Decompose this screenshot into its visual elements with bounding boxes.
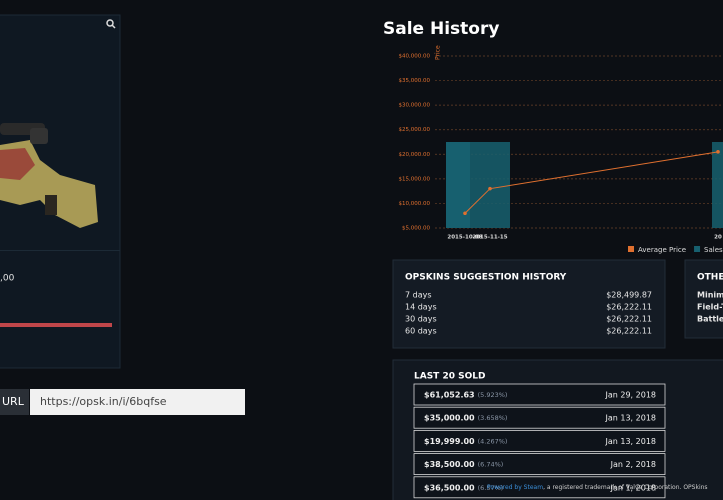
last-sold-title: LAST 20 SOLD [414, 372, 485, 382]
y-tick-label: $30,000.00 [399, 103, 431, 109]
sold-date: Jan 13, 2018 [605, 414, 657, 423]
footer-text: , a registered trademark of Valve Corpor… [543, 484, 707, 491]
other-rows: Minima Field-T Battle-S [697, 291, 723, 324]
suggestion-price: $26,222.11 [606, 327, 652, 336]
sold-date: Jan 13, 2018 [605, 437, 657, 446]
y-tick-label: $40,000.00 [399, 54, 431, 60]
footer-link[interactable]: Powered by Steam [487, 484, 543, 491]
y-tick-label: $15,000.00 [399, 176, 431, 182]
url-text: https://opsk.in/i/6bqfse [40, 395, 167, 408]
sold-price: $19,999.00 [424, 437, 475, 446]
y-axis-label: Price [435, 45, 442, 60]
sold-price: $35,000.00 [424, 414, 475, 423]
suggestion-period: 60 days [405, 327, 437, 336]
other-title: OTHER [697, 273, 723, 283]
sales-bar [446, 142, 470, 228]
url-input[interactable] [30, 389, 245, 415]
sold-price: $61,052.63 [424, 391, 475, 400]
y-tick-label: $10,000.00 [399, 201, 431, 207]
x-tick-label: 2015-10-08 [447, 235, 482, 241]
y-tick-label: $35,000.00 [399, 78, 431, 84]
suggestion-period: 7 days [405, 291, 432, 300]
other-wear: Battle-S [697, 315, 723, 324]
suggestion-title: OPSKINS SUGGESTION HISTORY [405, 273, 567, 283]
price-point [716, 150, 720, 154]
other-panel [684, 259, 723, 339]
sold-date: Jan 2, 2018 [610, 460, 656, 469]
y-tick-label: $5,000.00 [402, 226, 430, 232]
legend-label: Average Price [638, 246, 686, 254]
suggestion-panel [392, 259, 666, 349]
sold-row [413, 453, 666, 476]
chart: $5,000.00 $10,000.00 $15,000.00 $20,000.00 $… [399, 54, 723, 254]
y-tick-label: $25,000.00 [399, 127, 431, 133]
sold-date: Jan 1, 2018 [610, 483, 656, 492]
wear-bar [0, 323, 112, 327]
sold-pct: (6.74%) [478, 461, 504, 469]
item-image [0, 123, 98, 228]
price-point [488, 186, 492, 191]
suggestion-period: 14 days [405, 303, 437, 312]
x-tick-label: 20 [714, 235, 722, 241]
legend-swatch [694, 246, 701, 252]
other-wear: Minima [697, 291, 723, 300]
suggestion-rows: 7 days $28,499.87 14 days $26,222.11 30 days… [405, 291, 652, 336]
x-tick-label: 2015-11-15 [472, 235, 507, 241]
url-label-box [0, 389, 29, 415]
suggestion-price: $26,222.11 [606, 315, 652, 324]
suggestion-price: $28,499.87 [606, 291, 652, 300]
sold-row [413, 476, 666, 499]
url-label: URL [2, 395, 25, 408]
price-point [463, 211, 467, 216]
sold-date: Jan 29, 2018 [605, 391, 657, 400]
suggestion-period: 30 days [405, 315, 437, 324]
sold-row [413, 383, 666, 406]
suggestion-price: $26,222.11 [606, 303, 652, 312]
sold-pct: (3.658%) [478, 414, 508, 422]
sold-pct: (5.923%) [478, 391, 508, 399]
legend-label: Sales [704, 246, 723, 254]
other-wear: Field-T [697, 303, 723, 312]
chart-title: Sale History [383, 19, 499, 39]
y-tick-label: $20,000.00 [399, 152, 431, 158]
search-icon[interactable] [106, 19, 116, 29]
sold-pct: (6.57%) [478, 484, 504, 492]
sales-bar [470, 142, 510, 228]
price-fragment: ,00 [0, 274, 15, 284]
divider [0, 250, 120, 251]
legend-swatch [628, 246, 634, 252]
sold-row [413, 406, 666, 429]
sales-bar [712, 142, 723, 228]
sold-row [413, 429, 666, 452]
sold-price: $36,500.00 [424, 483, 475, 492]
footer: Powered by Steam, a registered trademark… [487, 484, 708, 491]
sold-price: $38,500.00 [424, 460, 475, 469]
sold-pct: (4.267%) [478, 437, 508, 445]
last-sold-rows: $61,052.63 (5.923%) Jan 29, 2018 $35,000.00… [413, 383, 666, 499]
